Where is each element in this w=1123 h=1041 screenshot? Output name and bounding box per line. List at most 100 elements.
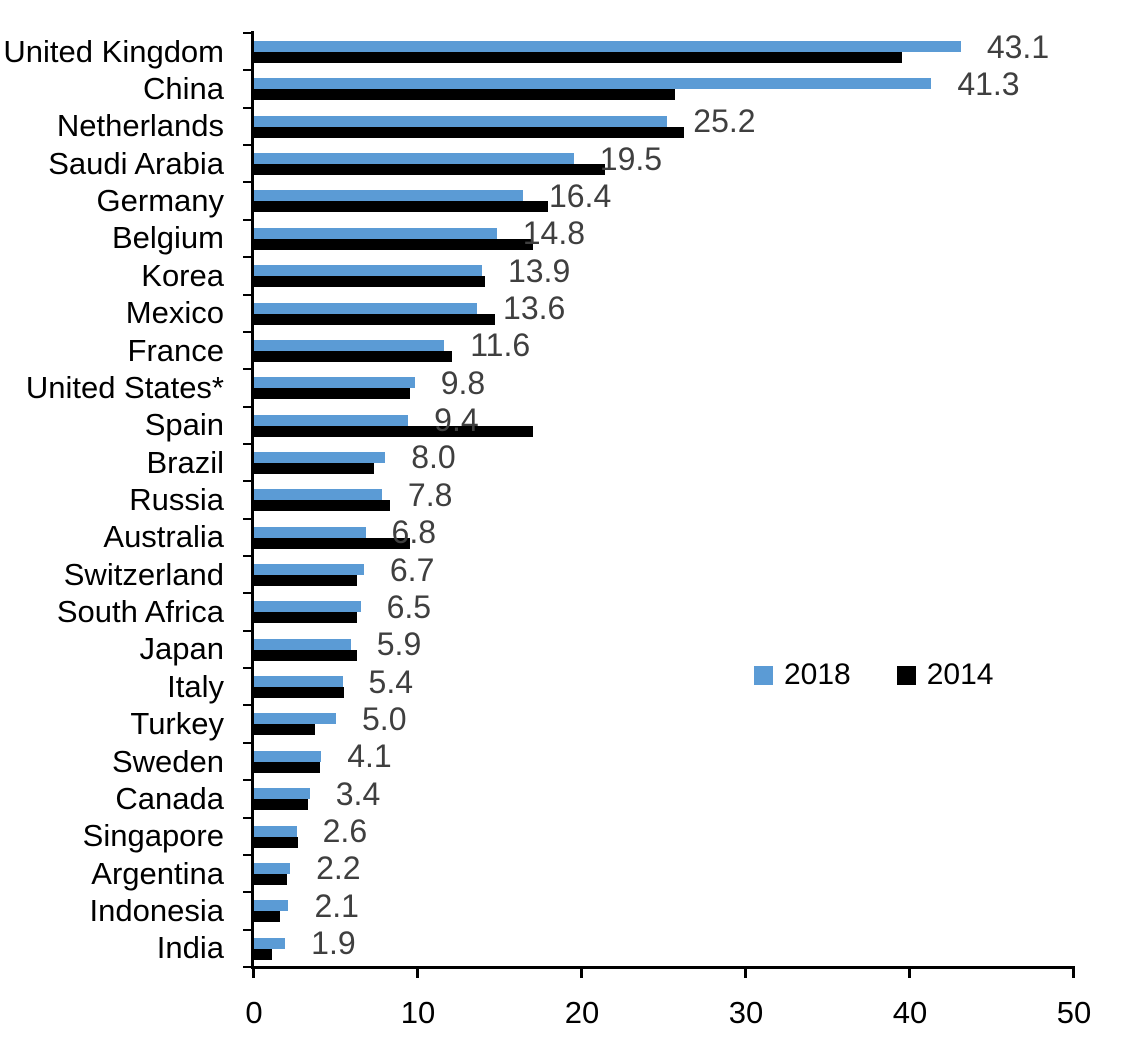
y-axis-tick	[243, 293, 252, 296]
data-label: 25.2	[693, 103, 756, 140]
y-axis-tick	[243, 480, 252, 483]
bar-2018	[254, 526, 366, 538]
bar-2018	[254, 339, 445, 351]
data-label: 4.1	[347, 738, 392, 775]
bar-2018	[254, 862, 291, 874]
bar-2018	[254, 788, 310, 800]
y-axis-tick	[243, 891, 252, 894]
category-label: India	[156, 930, 224, 966]
bar-2018	[254, 190, 523, 202]
y-axis-tick	[243, 853, 252, 856]
legend-item-2014: 2014	[896, 659, 994, 691]
category-label: Spain	[144, 407, 224, 443]
x-axis-tick	[580, 966, 583, 978]
y-axis-line	[251, 31, 254, 969]
bar-2014	[254, 612, 358, 624]
bar-2018	[254, 937, 286, 949]
x-axis-tick	[416, 966, 419, 978]
x-axis-tick-label: 50	[1056, 995, 1092, 1030]
data-label: 1.9	[311, 925, 356, 962]
y-axis-tick	[243, 741, 252, 744]
data-label: 13.9	[507, 252, 571, 289]
y-axis-tick	[243, 181, 252, 184]
bar-2014	[254, 724, 315, 736]
legend-label-2018: 2018	[784, 658, 851, 691]
x-axis-tick-label: 40	[892, 995, 928, 1030]
bar-2018	[254, 377, 415, 389]
bar-2014	[254, 350, 453, 362]
y-axis-tick	[243, 592, 252, 595]
x-axis-tick-label: 10	[400, 995, 436, 1030]
legend-swatch-2014-icon	[896, 665, 916, 685]
bar-2018	[254, 601, 361, 613]
data-label: 9.4	[434, 402, 479, 439]
bar-2018	[254, 750, 322, 762]
category-label: Argentina	[91, 855, 224, 891]
bar-2014	[254, 761, 320, 773]
data-label: 13.6	[503, 290, 566, 327]
data-label: 41.3	[957, 65, 1020, 102]
y-axis-tick	[243, 816, 252, 819]
data-label: 6.8	[391, 514, 436, 551]
y-axis-tick	[243, 218, 252, 221]
category-label: China	[143, 71, 224, 107]
legend: 2018 2014	[754, 659, 994, 691]
bar-2018	[254, 900, 289, 912]
y-axis-tick	[243, 555, 252, 558]
data-label: 19.5	[599, 140, 663, 177]
category-label: Belgium	[112, 220, 224, 256]
data-label: 5.4	[368, 663, 414, 700]
legend-item-2018: 2018	[754, 659, 851, 691]
x-axis-line	[251, 966, 1075, 969]
y-axis-tick	[243, 667, 252, 670]
y-axis-tick	[243, 106, 252, 109]
category-label: Germany	[96, 183, 224, 219]
data-label: 9.8	[440, 364, 486, 401]
data-label: 16.4	[548, 177, 612, 214]
data-label: 7.8	[407, 476, 453, 513]
category-label: Singapore	[82, 818, 224, 854]
data-label: 11.6	[470, 327, 531, 364]
category-label: Australia	[103, 519, 224, 555]
bar-2014	[254, 313, 496, 325]
category-label: United States*	[25, 369, 224, 405]
data-label: 5.9	[376, 626, 422, 663]
data-label: 6.7	[389, 551, 435, 588]
bar-2014	[254, 500, 391, 512]
y-axis-tick	[243, 368, 252, 371]
y-axis-tick	[243, 32, 252, 34]
category-label: Sweden	[111, 743, 224, 779]
data-label: 43.1	[986, 28, 1050, 65]
x-axis-tick	[908, 966, 911, 978]
category-label: France	[127, 332, 224, 368]
bar-2014	[254, 425, 533, 437]
legend-swatch-2018-icon	[754, 665, 773, 685]
category-label: Turkey	[130, 706, 224, 742]
y-axis-tick	[243, 69, 252, 72]
bar-2018	[254, 676, 343, 688]
category-label: Brazil	[146, 444, 224, 480]
bar-2018	[254, 78, 932, 90]
x-axis-tick-label: 30	[728, 995, 764, 1030]
data-label: 14.8	[522, 215, 585, 252]
category-label: Mexico	[125, 295, 224, 331]
bar-2014	[254, 911, 281, 923]
bar-2014	[254, 388, 410, 400]
category-label: Indonesia	[89, 892, 224, 928]
y-axis-tick	[243, 442, 252, 445]
category-label: Italy	[167, 668, 224, 704]
bar-2018	[254, 713, 336, 725]
bar-2018	[254, 227, 497, 239]
y-axis-tick	[243, 405, 252, 408]
category-label: Canada	[115, 780, 224, 816]
bar-2018	[254, 41, 961, 52]
y-axis-tick	[243, 330, 252, 333]
bar-2014	[254, 649, 358, 661]
data-label: 5.0	[362, 700, 407, 737]
bar-2014	[254, 164, 605, 176]
data-label: 2.2	[316, 850, 361, 887]
bar-2018	[254, 451, 386, 463]
category-label: South Africa	[56, 594, 224, 630]
category-label: Saudi Arabia	[48, 145, 224, 181]
y-axis-tick	[243, 704, 252, 707]
